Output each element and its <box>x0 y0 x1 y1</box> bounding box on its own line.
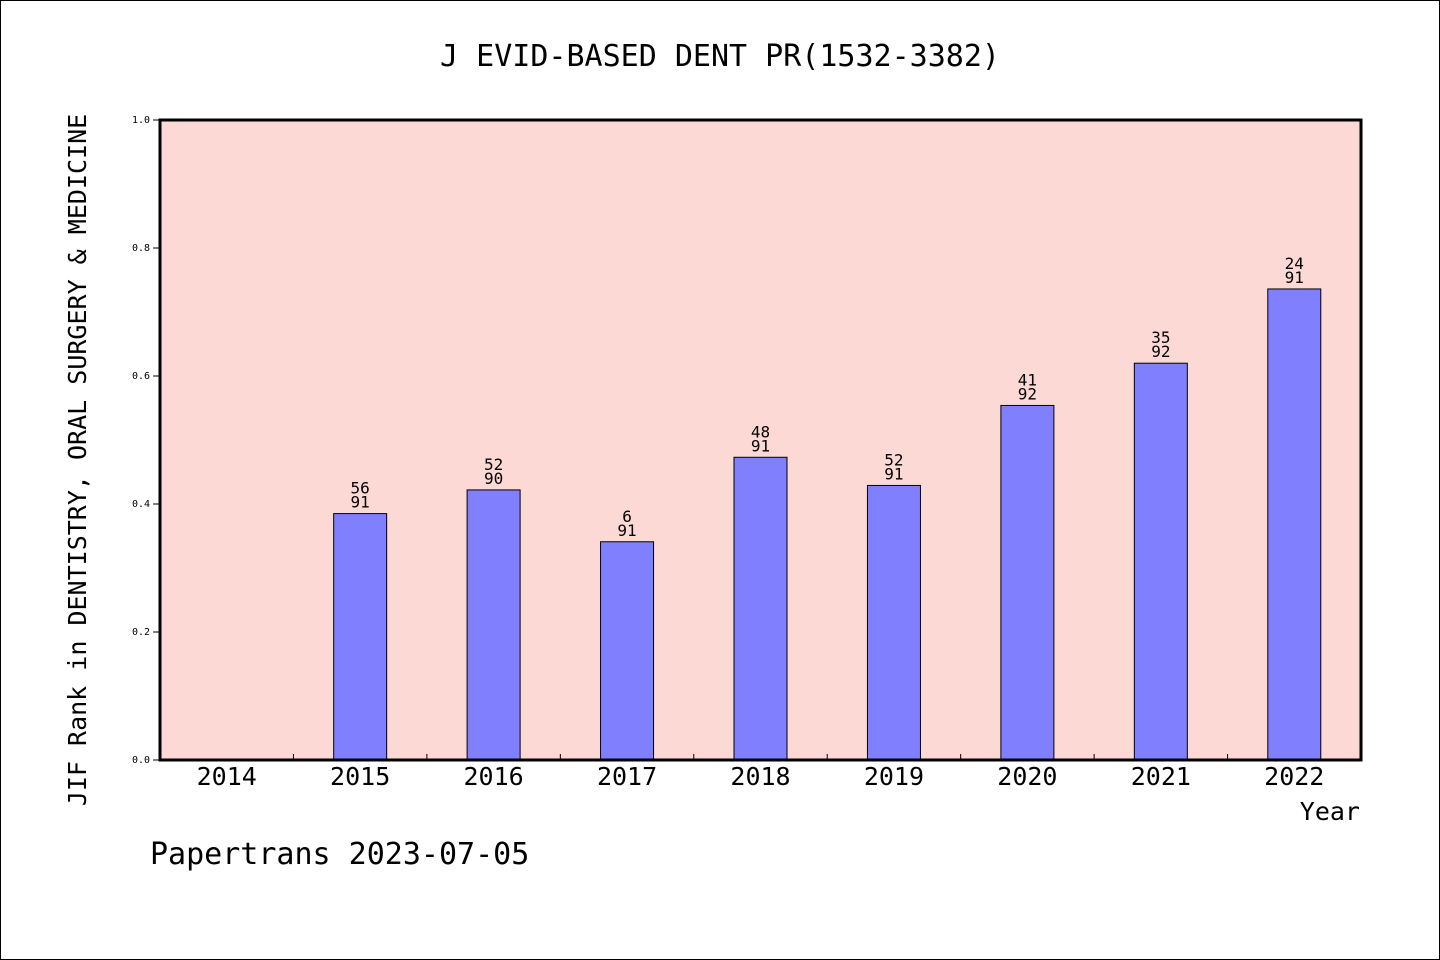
x-tick-label: 2021 <box>1131 762 1191 791</box>
x-tick-label: 2018 <box>730 762 790 791</box>
bar-label-total: 90 <box>484 469 503 488</box>
x-ticks-group: 2014 2015 2016 2017 2018 2019 2020 2021 2022 <box>197 754 1324 791</box>
bar-label-rank: 48 <box>751 422 770 441</box>
y-tick-label: 1.0 <box>132 115 150 126</box>
bar-label-rank: 6 <box>622 507 632 526</box>
x-tick-label: 2016 <box>464 762 524 791</box>
plot-border <box>158 118 1363 762</box>
y-tick-label: 0.8 <box>132 243 150 254</box>
chart-title: J EVID-BASED DENT PR(1532-3382) <box>440 39 1000 74</box>
bar-2016 <box>466 489 521 761</box>
bar-label-total: 92 <box>1151 342 1170 361</box>
bar-label-rank: 35 <box>1151 328 1170 347</box>
bar-label-rank: 24 <box>1285 254 1304 273</box>
bar-2017 <box>600 541 655 761</box>
y-tick-label: 0.6 <box>132 371 150 382</box>
bar-2019 <box>866 484 921 761</box>
x-tick-label: 2022 <box>1264 762 1324 791</box>
footer-credit: Papertrans 2023-07-05 <box>150 837 529 872</box>
bar-2015 <box>333 513 388 761</box>
y-axis-label: JIF Rank in DENTISTRY, ORAL SURGERY & ME… <box>63 114 92 806</box>
bar-label-total: 91 <box>1285 268 1304 287</box>
bar-label-rank: 52 <box>484 455 503 474</box>
x-tick-label: 2014 <box>197 762 257 791</box>
bars-group <box>333 288 1322 761</box>
bar-label-total: 91 <box>751 436 770 455</box>
bar-label-rank: 41 <box>1018 370 1037 389</box>
y-tick-label: 0.4 <box>132 499 150 510</box>
x-tick-label: 2017 <box>597 762 657 791</box>
y-tick-label: 0.2 <box>132 627 150 638</box>
x-tick-label: 2015 <box>330 762 390 791</box>
bar-2021 <box>1133 362 1188 761</box>
x-tick-label: 2019 <box>864 762 924 791</box>
bar-2022 <box>1267 288 1322 761</box>
bar-label-rank: 52 <box>884 450 903 469</box>
bar-label-total: 92 <box>1018 384 1037 403</box>
bar-label-total: 91 <box>351 493 370 512</box>
bar-label-rank: 56 <box>351 479 370 498</box>
x-tick-label: 2020 <box>997 762 1057 791</box>
bar-label-total: 91 <box>617 521 636 540</box>
x-axis-label: Year <box>1300 797 1360 826</box>
bar-label-total: 91 <box>884 464 903 483</box>
bar-2018 <box>733 456 788 761</box>
y-tick-label: 0.0 <box>132 755 150 766</box>
bar-2020 <box>1000 404 1055 761</box>
y-ticks-group: 0.0 0.2 0.4 0.6 0.8 1.0 <box>132 115 160 766</box>
